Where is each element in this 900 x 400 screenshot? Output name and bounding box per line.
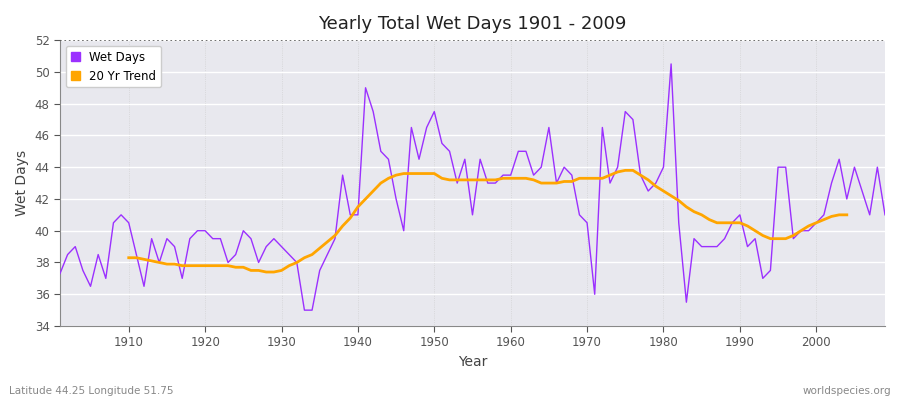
Line: 20 Yr Trend: 20 Yr Trend (129, 170, 847, 272)
Wet Days (116, 212, 127, 217)
Wet Days (338, 173, 348, 178)
20 Yr Trend (154, 260, 165, 265)
Wet Days (284, 252, 294, 257)
Wet Days (55, 271, 66, 276)
Legend: Wet Days, 20 Yr Trend: Wet Days, 20 Yr Trend (66, 46, 161, 87)
20 Yr Trend (643, 178, 653, 182)
Wet Days (513, 149, 524, 154)
Wet Days (879, 212, 890, 217)
20 Yr Trend (620, 168, 631, 173)
X-axis label: Year: Year (458, 355, 487, 369)
Y-axis label: Wet Days: Wet Days (15, 150, 29, 216)
20 Yr Trend (666, 193, 677, 198)
Wet Days (299, 308, 310, 312)
Wet Days (666, 62, 677, 66)
Wet Days (605, 181, 616, 186)
Title: Yearly Total Wet Days 1901 - 2009: Yearly Total Wet Days 1901 - 2009 (319, 15, 626, 33)
Wet Days (505, 173, 516, 178)
20 Yr Trend (123, 255, 134, 260)
Text: worldspecies.org: worldspecies.org (803, 386, 891, 396)
20 Yr Trend (627, 168, 638, 173)
20 Yr Trend (253, 268, 264, 273)
Line: Wet Days: Wet Days (60, 64, 885, 310)
Text: Latitude 44.25 Longitude 51.75: Latitude 44.25 Longitude 51.75 (9, 386, 174, 396)
20 Yr Trend (261, 270, 272, 274)
20 Yr Trend (673, 198, 684, 203)
20 Yr Trend (842, 212, 852, 217)
